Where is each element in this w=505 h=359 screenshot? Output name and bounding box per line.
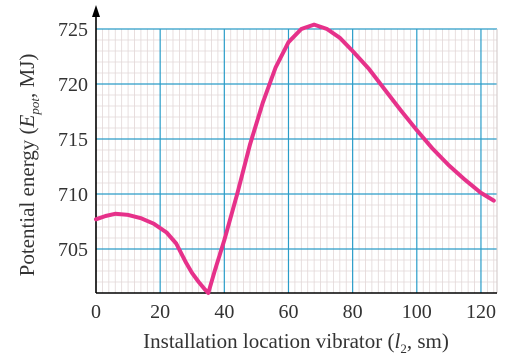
- y-tick-label: 725: [58, 19, 88, 41]
- major-grid: [96, 28, 498, 293]
- tick-labels: 0 20 40 60 80 100 120 705 710 715 720 725: [58, 19, 496, 323]
- series-layer: [94, 22, 496, 295]
- x-axis-label: Installation location vibrator (l2, sm): [143, 329, 449, 354]
- y-axis-arrow: [92, 5, 100, 17]
- x-tick-label: 40: [214, 301, 234, 323]
- y-tick-label: 715: [58, 129, 88, 151]
- x-tick-label: 20: [150, 301, 170, 323]
- x-tick-label: 60: [278, 301, 298, 323]
- x-tick-label: 0: [91, 301, 101, 323]
- minor-grid: [96, 29, 497, 294]
- y-axis-label: Potential energy (Epot, MJ): [15, 54, 42, 277]
- series-line: [94, 22, 496, 295]
- y-tick-label: 720: [58, 74, 88, 96]
- y-tick-label: 705: [58, 239, 88, 261]
- x-tick-label: 120: [466, 301, 496, 323]
- x-tick-label: 80: [343, 301, 363, 323]
- axes: [92, 5, 497, 294]
- y-tick-label: 710: [58, 184, 88, 206]
- x-tick-label: 100: [402, 301, 432, 323]
